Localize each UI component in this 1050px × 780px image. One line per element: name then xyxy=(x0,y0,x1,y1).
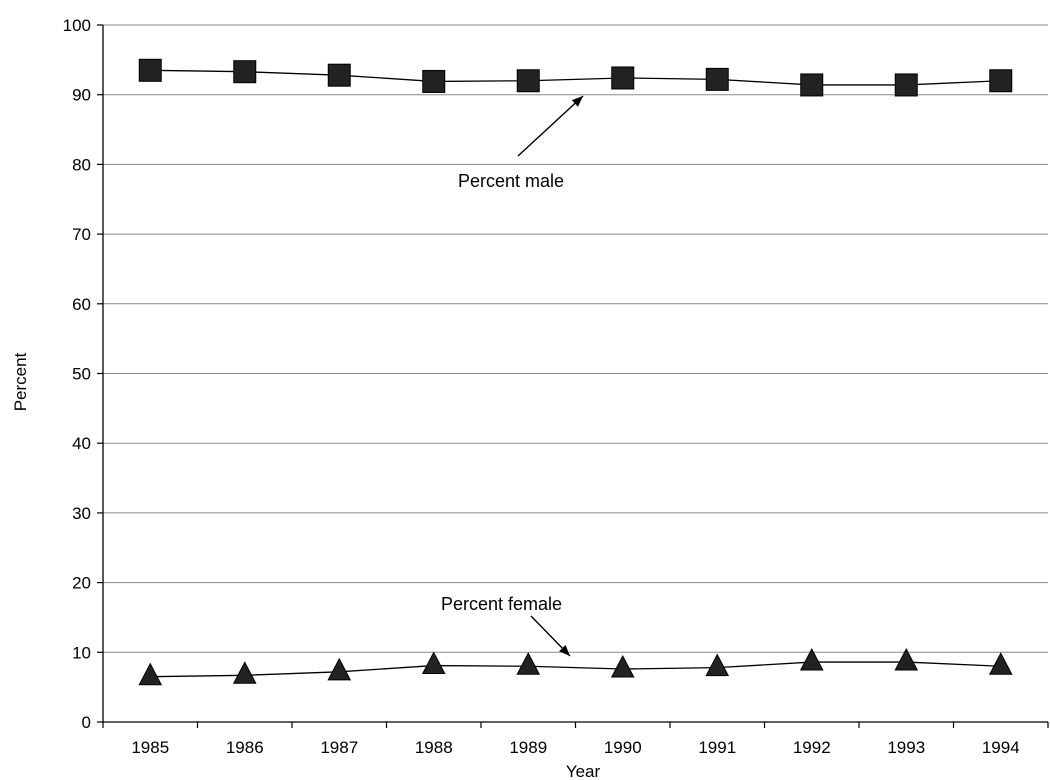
data-point-male xyxy=(422,69,446,93)
x-tick-label: 1990 xyxy=(604,738,642,757)
annotations: Percent male Percent female xyxy=(441,95,584,657)
x-tick-label: 1985 xyxy=(131,738,169,757)
data-point-female xyxy=(799,647,824,671)
data-point-female xyxy=(232,661,257,684)
x-tick-label: 1988 xyxy=(415,738,453,757)
x-tick-label: 1989 xyxy=(509,738,547,757)
data-point-female xyxy=(705,653,730,677)
data-point-female xyxy=(327,657,352,681)
x-tick-label: 1993 xyxy=(887,738,925,757)
x-axis-title: Year xyxy=(566,762,601,780)
y-axis-title: Percent xyxy=(11,352,30,411)
y-tick-label: 40 xyxy=(72,434,91,453)
label-percent-female: Percent female xyxy=(441,594,562,614)
y-tick-label: 90 xyxy=(72,86,91,105)
data-point-female xyxy=(894,647,919,671)
y-tick-label: 60 xyxy=(72,295,91,314)
gridlines xyxy=(103,24,1048,653)
x-tick-label: 1994 xyxy=(982,738,1020,757)
x-tick-label: 1987 xyxy=(320,738,358,757)
data-point-male xyxy=(138,58,162,82)
data-point-male xyxy=(989,69,1013,93)
data-point-female xyxy=(988,652,1013,675)
data-point-male xyxy=(233,60,257,84)
data-point-female xyxy=(610,654,635,678)
y-tick-label: 0 xyxy=(82,713,91,732)
arrow-percent-male-head xyxy=(571,96,583,107)
x-tick-label: 1986 xyxy=(226,738,264,757)
axes: 0 10 20 30 40 50 60 70 80 90 100 1985 1986 1987 1988 19… xyxy=(63,16,1049,757)
data-point-male xyxy=(705,67,729,91)
y-tick-label: 50 xyxy=(72,365,91,384)
data-point-male xyxy=(327,63,351,87)
data-point-male xyxy=(800,73,824,97)
arrow-percent-male xyxy=(517,95,584,157)
y-tick-label: 10 xyxy=(72,643,91,662)
data-point-male xyxy=(611,66,635,90)
series-line-female xyxy=(150,661,1001,678)
data-point-female xyxy=(138,662,163,686)
arrow-percent-female-head xyxy=(559,644,570,656)
series-layer xyxy=(138,58,1013,686)
y-tick-label: 80 xyxy=(72,155,91,174)
data-point-male xyxy=(894,73,918,97)
x-tick-label: 1991 xyxy=(698,738,736,757)
y-tick-label: 20 xyxy=(72,574,91,593)
data-point-male xyxy=(516,69,540,93)
y-tick-label: 30 xyxy=(72,504,91,523)
data-point-female xyxy=(421,651,446,675)
data-point-female xyxy=(516,652,541,675)
x-tick-label: 1992 xyxy=(793,738,831,757)
label-percent-male: Percent male xyxy=(458,171,564,191)
series-line-male xyxy=(150,69,1001,86)
y-tick-label: 70 xyxy=(72,225,91,244)
y-tick-label: 100 xyxy=(63,16,91,35)
